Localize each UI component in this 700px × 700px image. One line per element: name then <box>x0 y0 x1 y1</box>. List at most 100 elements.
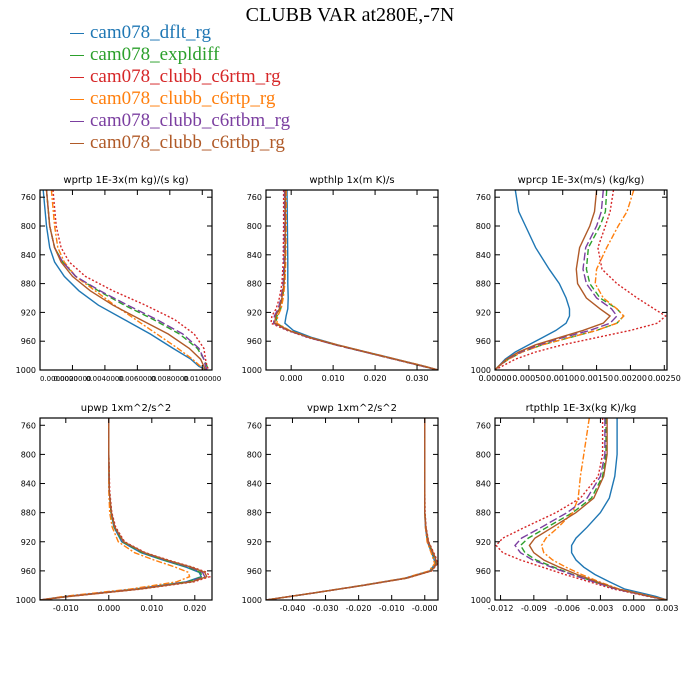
y-tick-label: 960 <box>21 337 36 346</box>
x-tick-label: 0.00050 <box>512 374 545 383</box>
y-tick-label: 760 <box>21 193 36 202</box>
x-tick-label: -0.000 <box>412 604 438 613</box>
y-tick-label: 760 <box>476 421 491 430</box>
series-line <box>514 418 667 600</box>
legend-swatch <box>70 121 84 123</box>
y-tick-label: 800 <box>247 450 262 459</box>
series-line <box>266 418 438 600</box>
x-tick-label: -0.040 <box>280 604 306 613</box>
series-line <box>272 190 438 370</box>
chart-panel: wprtp 1E-3x(m kg)/(s kg) 760 800 840 880 920 9… <box>16 175 222 383</box>
series-line <box>45 190 207 370</box>
y-tick-label: 840 <box>21 480 36 489</box>
x-tick-label: 0.000 <box>280 374 303 383</box>
y-tick-label: 840 <box>476 251 491 260</box>
series-group <box>270 190 438 370</box>
x-tick-label: -0.010 <box>53 604 79 613</box>
series-line <box>495 418 667 600</box>
plot-frame <box>39 417 213 601</box>
series-line <box>45 190 208 370</box>
x-tick-label: 0.0000000 <box>40 375 78 383</box>
panel-title: upwp 1xm^2/s^2 <box>81 403 171 414</box>
x-tick-label: 0.00200 <box>614 374 647 383</box>
y-tick-label: 1000 <box>242 596 262 605</box>
x-tick-label: 0.00100 <box>546 374 579 383</box>
series-line <box>266 418 438 600</box>
plot-frame <box>39 189 213 371</box>
x-tick-label: 0.0040000 <box>86 375 124 383</box>
chart-panel: rtpthlp 1E-3x(kg K)/kg 760 800 840 880 920 960… <box>471 403 679 613</box>
legend-swatch <box>70 77 84 79</box>
y-tick-label: 920 <box>476 538 491 547</box>
series-line <box>274 190 438 370</box>
y-tick-label: 880 <box>476 280 491 289</box>
series-line <box>495 190 625 370</box>
y-tick-label: 880 <box>247 280 262 289</box>
x-tick-label: -0.006 <box>554 604 580 613</box>
series-line <box>266 418 438 600</box>
x-tick-label: -0.003 <box>588 604 614 613</box>
y-tick-label: 960 <box>476 337 491 346</box>
y-tick-label: 920 <box>21 538 36 547</box>
series-line <box>495 190 612 370</box>
y-tick-label: 880 <box>21 280 36 289</box>
panel-title: wprtp 1E-3x(m kg)/(s kg) <box>63 175 188 186</box>
y-tick-label: 960 <box>247 567 262 576</box>
x-tick-label: 0.000 <box>97 604 120 613</box>
series-line <box>519 418 667 600</box>
legend-swatch <box>70 143 84 145</box>
legend-swatch <box>70 33 84 35</box>
y-tick-label: 800 <box>21 450 36 459</box>
legend-swatch <box>70 55 84 57</box>
x-tick-label: 0.0020000 <box>54 375 92 383</box>
chart-panel: vpwp 1xm^2/s^2 760 800 840 880 920 960 1000 -0.0… <box>242 403 439 613</box>
y-tick-label: 840 <box>247 480 262 489</box>
y-tick-label: 800 <box>476 450 491 459</box>
plot-frame <box>265 189 439 371</box>
series-line <box>276 190 438 370</box>
series-group <box>42 190 210 370</box>
y-tick-label: 840 <box>476 480 491 489</box>
series-line <box>528 418 667 600</box>
page-title: CLUBB VAR at280E,-7N <box>245 4 455 26</box>
x-tick-label: -0.009 <box>521 604 547 613</box>
series-line <box>495 190 571 370</box>
legend-label: cam078_clubb_c6rtp_rg <box>90 88 276 109</box>
y-tick-label: 800 <box>247 222 262 231</box>
legend-entry: cam078_clubb_c6rtbm_rg <box>70 110 290 132</box>
series-line <box>52 190 210 370</box>
x-tick-label: -0.010 <box>379 604 405 613</box>
series-line <box>495 190 635 370</box>
y-tick-label: 880 <box>21 509 36 518</box>
y-tick-label: 960 <box>247 337 262 346</box>
series-line <box>266 418 436 600</box>
series-line <box>495 190 667 370</box>
series-line <box>275 190 438 370</box>
series-line <box>540 418 667 600</box>
legend-entry: cam078_clubb_c6rtp_rg <box>70 88 290 110</box>
series-line <box>40 418 204 600</box>
legend-label: cam078_clubb_c6rtbm_rg <box>90 110 291 131</box>
y-tick-label: 960 <box>21 567 36 576</box>
y-tick-label: 960 <box>476 567 491 576</box>
y-tick-label: 760 <box>247 421 262 430</box>
legend-label: cam078_clubb_c6rtbp_rg <box>90 132 285 153</box>
panel-title: wprcp 1E-3x(m/s) (kg/kg) <box>518 175 645 186</box>
plot-frame <box>494 417 668 601</box>
x-tick-label: 0.00150 <box>580 374 613 383</box>
legend: cam078_dflt_rg cam078_expldiff cam078_cl… <box>70 22 290 154</box>
series-line <box>40 418 203 600</box>
x-tick-label: 0.000 <box>622 604 645 613</box>
series-line <box>570 418 667 600</box>
panel-title: vpwp 1xm^2/s^2 <box>307 403 397 414</box>
x-tick-label: 0.020 <box>364 374 387 383</box>
y-tick-label: 760 <box>247 193 262 202</box>
y-tick-label: 920 <box>247 538 262 547</box>
legend-swatch <box>70 99 84 101</box>
y-tick-label: 800 <box>21 222 36 231</box>
x-tick-label: 0.030 <box>406 374 429 383</box>
x-tick-label: 0.020 <box>183 604 206 613</box>
panel-title: rtpthlp 1E-3x(kg K)/kg <box>526 403 637 414</box>
y-tick-label: 1000 <box>242 366 262 375</box>
plot-frame <box>265 417 439 601</box>
